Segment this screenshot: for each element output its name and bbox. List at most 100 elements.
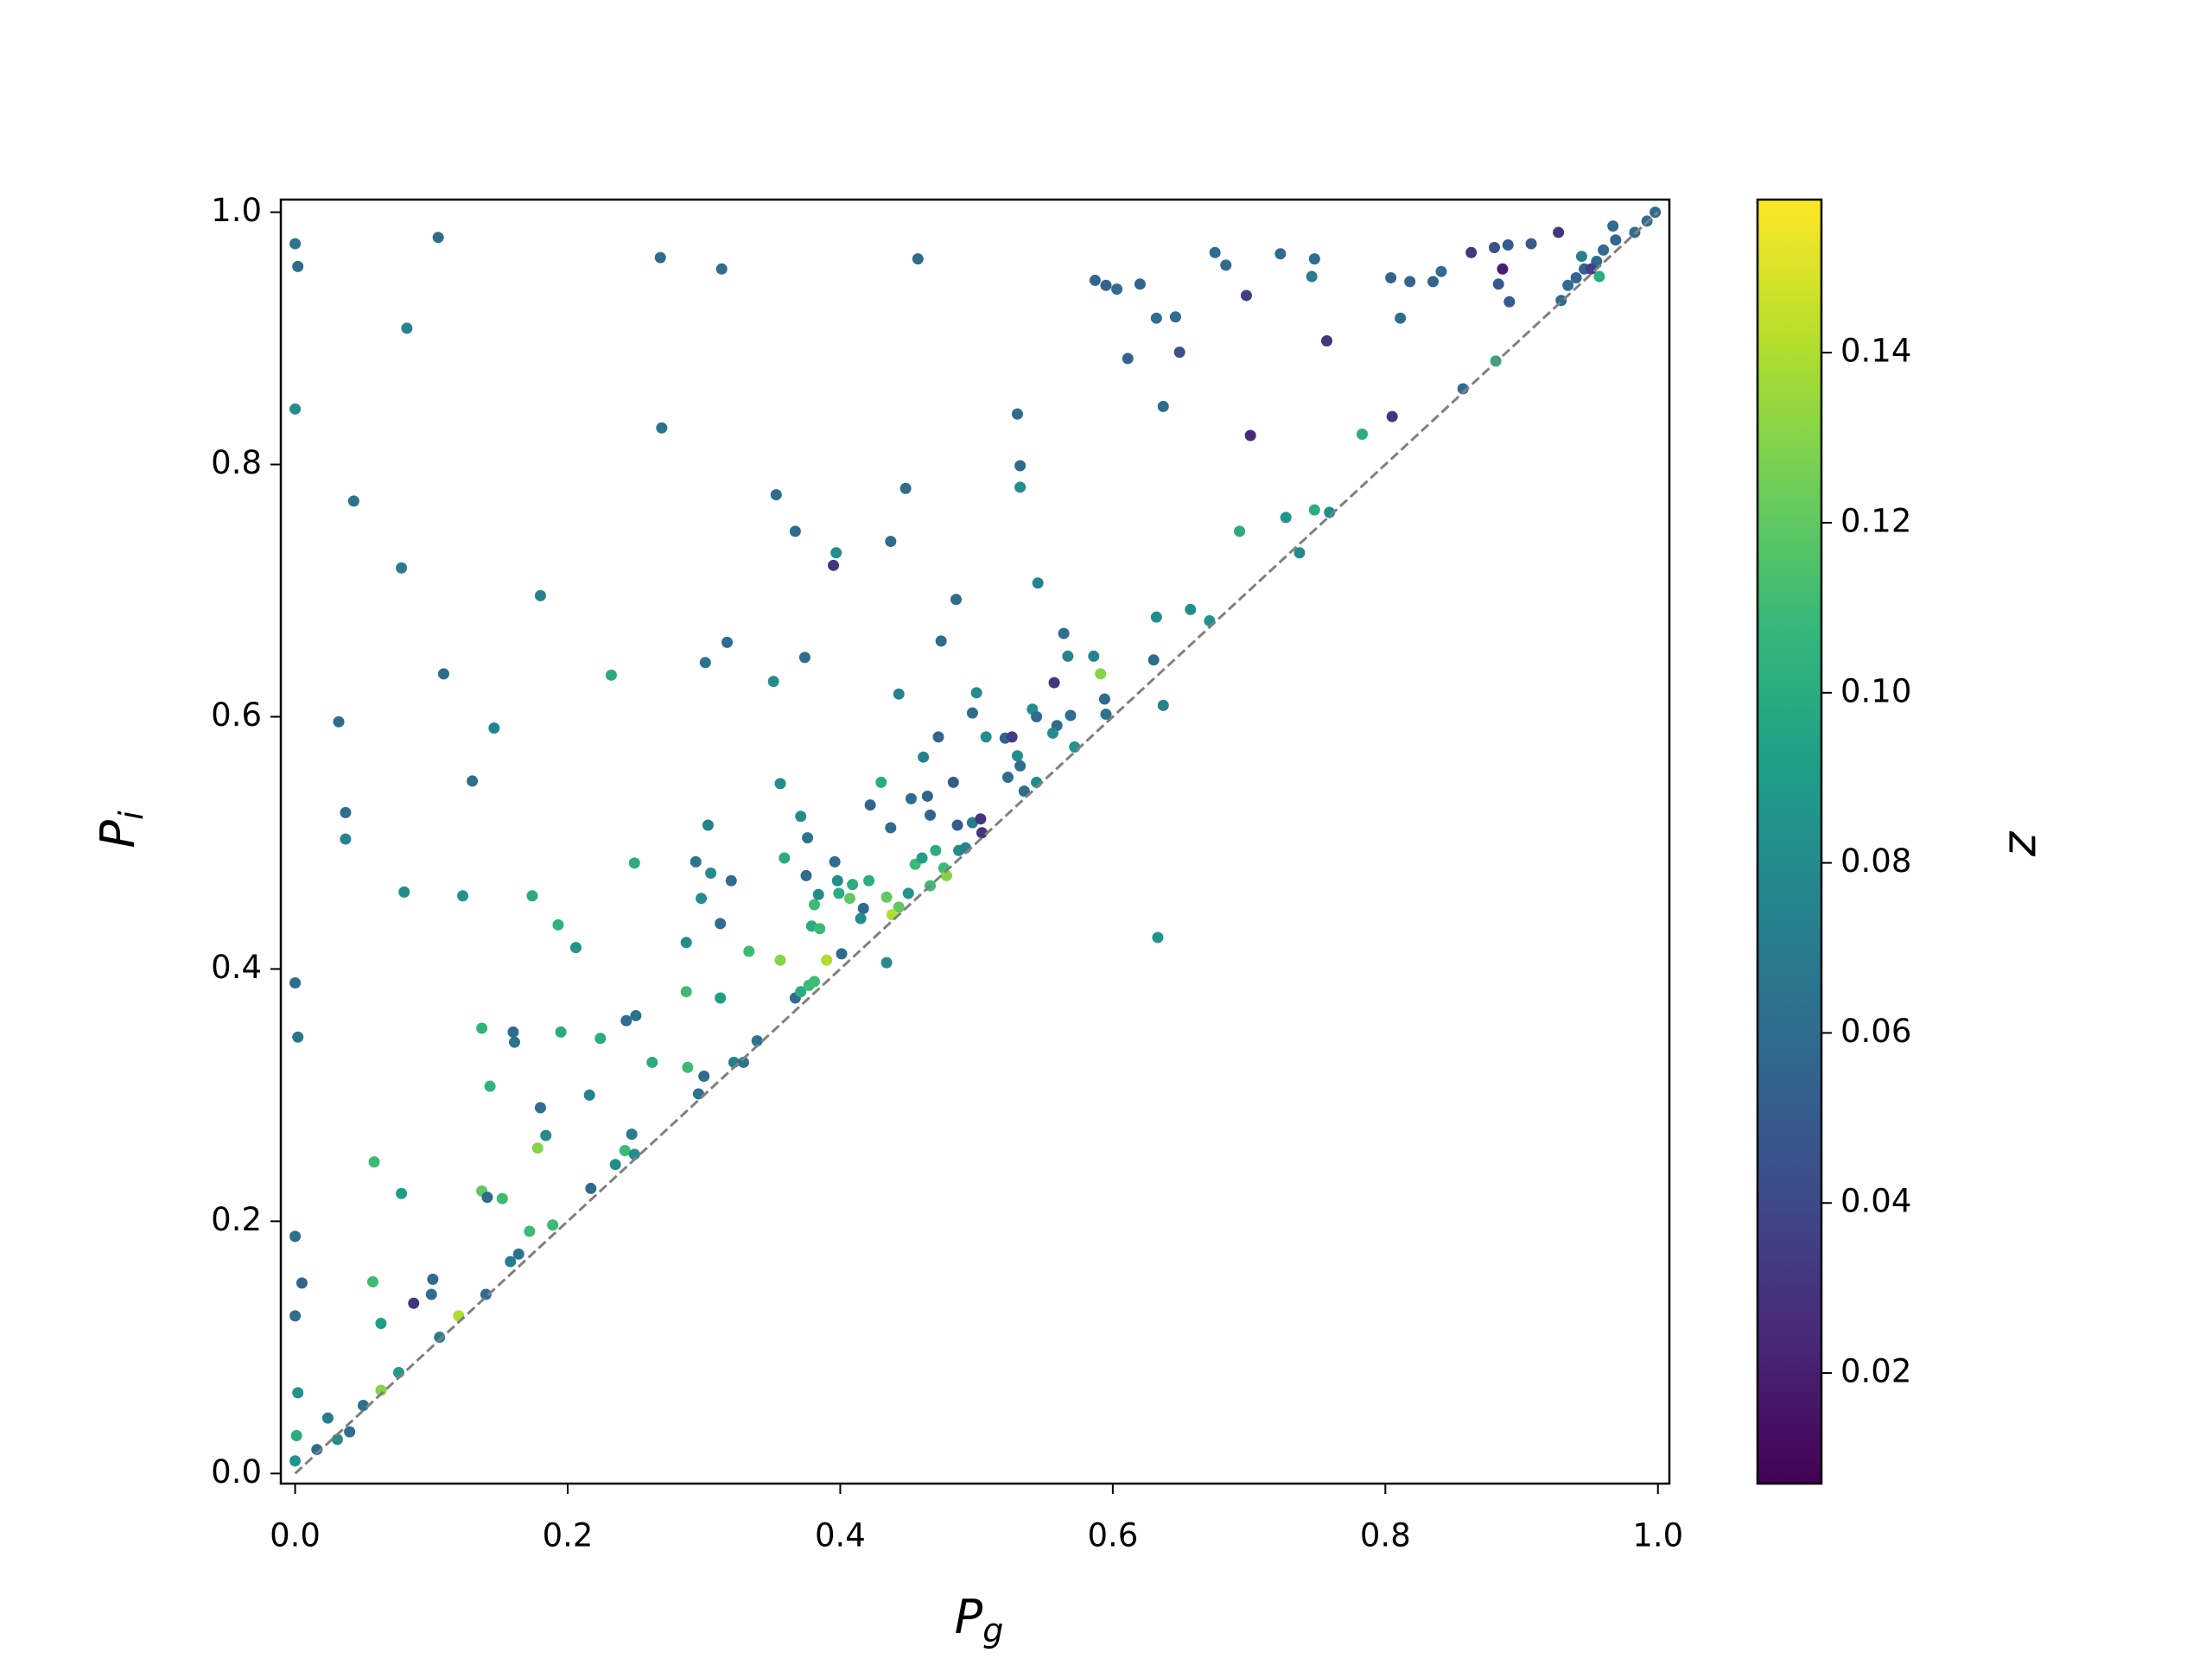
point: [1100, 279, 1112, 291]
point: [779, 852, 791, 864]
point: [630, 1009, 642, 1021]
point: [340, 833, 352, 845]
point: [680, 986, 692, 998]
point: [1308, 253, 1320, 265]
point: [1095, 668, 1107, 680]
point: [1525, 238, 1537, 250]
point: [1593, 270, 1605, 283]
point: [1088, 650, 1100, 662]
point: [628, 857, 640, 869]
x-tick-label: 0.4: [815, 1517, 866, 1554]
point: [457, 890, 469, 902]
point: [950, 594, 962, 606]
point: [1147, 654, 1160, 666]
point: [347, 495, 359, 507]
y-tick-label: 0.2: [211, 1201, 262, 1238]
point: [767, 676, 779, 688]
point: [880, 891, 893, 903]
point: [547, 1219, 559, 1231]
point: [654, 251, 666, 264]
point: [408, 1297, 420, 1309]
point: [1031, 710, 1043, 722]
point: [737, 1056, 749, 1068]
y-tick-label: 0.4: [211, 949, 262, 986]
point: [1065, 709, 1077, 721]
point: [970, 687, 982, 699]
point: [508, 1036, 520, 1048]
point: [1157, 400, 1169, 412]
point: [821, 954, 833, 966]
x-axis-label: Pg: [955, 1590, 1004, 1649]
point: [1150, 611, 1162, 623]
point: [812, 888, 824, 900]
point: [699, 657, 711, 669]
colorbar-label: z: [1998, 830, 2052, 857]
point: [916, 852, 928, 864]
point: [344, 1426, 356, 1438]
point: [880, 957, 893, 969]
point: [1649, 207, 1662, 219]
point: [1497, 263, 1509, 275]
point: [930, 844, 942, 856]
point: [855, 912, 867, 925]
point: [569, 942, 582, 954]
point: [526, 890, 538, 902]
point: [507, 1026, 519, 1038]
point: [1553, 226, 1565, 238]
point: [702, 819, 714, 831]
point: [1111, 283, 1123, 296]
point: [1048, 677, 1060, 689]
point: [1014, 481, 1027, 493]
point: [357, 1399, 369, 1411]
point: [512, 1248, 524, 1260]
point: [802, 832, 814, 844]
point: [1011, 408, 1023, 420]
point: [425, 1288, 437, 1300]
point: [524, 1225, 536, 1237]
colorbar-tick-label: 0.08: [1840, 842, 1911, 880]
point: [951, 819, 963, 831]
point: [696, 893, 708, 905]
point: [808, 899, 820, 911]
point: [1220, 259, 1232, 271]
point: [1492, 278, 1504, 290]
point: [396, 562, 408, 574]
colorbar-tick-label: 0.02: [1840, 1353, 1911, 1390]
point: [1280, 512, 1292, 524]
point: [975, 813, 987, 825]
point: [751, 1035, 763, 1047]
point: [1032, 577, 1044, 589]
point: [1244, 429, 1256, 442]
point: [925, 809, 937, 821]
y-tick-label: 1.0: [211, 192, 262, 229]
point: [626, 1128, 638, 1141]
point: [682, 1061, 694, 1073]
point: [585, 1182, 597, 1194]
point: [340, 806, 352, 818]
point: [940, 869, 952, 881]
point: [1046, 727, 1058, 739]
point: [646, 1056, 658, 1068]
point: [857, 902, 869, 914]
point: [1607, 220, 1619, 232]
point: [1169, 311, 1181, 323]
point: [863, 874, 875, 887]
point: [680, 937, 692, 949]
x-tick-label: 0.6: [1087, 1517, 1138, 1554]
point: [1562, 279, 1574, 291]
point: [843, 893, 855, 905]
point: [893, 901, 905, 913]
point: [1234, 525, 1246, 537]
point: [774, 954, 786, 966]
point: [798, 652, 810, 664]
point: [1575, 251, 1587, 263]
point: [1502, 239, 1514, 251]
point: [427, 1274, 439, 1286]
point: [921, 790, 933, 802]
point: [1014, 460, 1027, 472]
point: [628, 1148, 640, 1160]
point: [690, 855, 702, 868]
y-tick-label: 0.8: [211, 444, 262, 481]
point: [375, 1318, 387, 1330]
